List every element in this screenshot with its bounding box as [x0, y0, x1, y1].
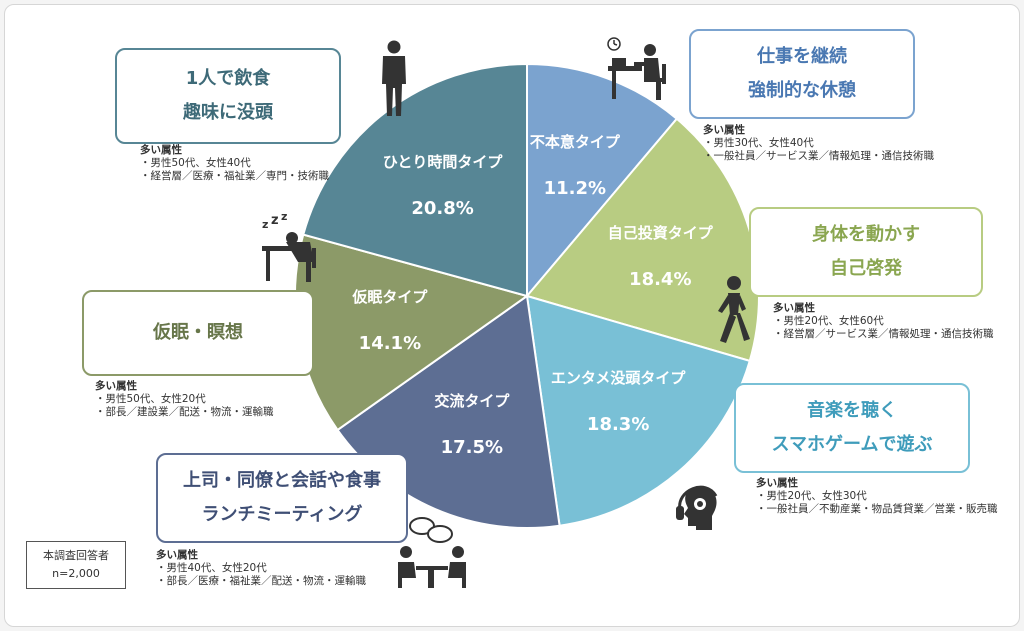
pie-slice — [302, 62, 528, 298]
callout-suimin: 仮眠・瞑想 — [82, 290, 314, 376]
slice-percent: 14.1% — [358, 333, 422, 355]
slice-percent: 20.8% — [411, 198, 474, 220]
attr-entame: 多い属性 ・男性20代、女性30代 ・一般社員／不動産業・物品賃貸業／営業・販売… — [756, 477, 998, 516]
respondent-label: 本調査回答者 — [43, 549, 109, 562]
slice-name: 自己投資タイプ — [607, 223, 713, 242]
sleeping-at-desk-icon: z z z — [262, 212, 316, 282]
attr-line2: ・経営層／医療・福祉業／専門・技術職 — [140, 170, 329, 182]
attr-line2: ・経営層／サービス業／情報処理・通信技術職 — [773, 328, 994, 340]
slice-name: エンタメ没頭タイプ — [550, 369, 686, 388]
attr-line2: ・一般社員／サービス業／情報処理・通信技術職 — [703, 150, 934, 162]
attr-futyui: 多い属性 ・男性30代、女性40代 ・一般社員／サービス業／情報処理・通信技術職 — [703, 124, 934, 163]
callout-line1: 1人で飲食 — [185, 68, 271, 89]
callout-jiko: 身体を動かす 自己啓発 — [749, 207, 983, 297]
attr-title: 多い属性 — [703, 124, 745, 136]
callout-line2: 強制的な休憩 — [748, 80, 856, 101]
callout-line1: 上司・同僚と会話や食事 — [183, 470, 381, 491]
attr-line1: ・男性20代、女性30代 — [756, 490, 867, 502]
attr-jiko: 多い属性 ・男性20代、女性60代 ・経営層／サービス業／情報処理・通信技術職 — [773, 302, 994, 341]
attr-line1: ・男性20代、女性60代 — [773, 315, 884, 327]
slice-label: ひとり時間タイプ 20.8% — [383, 151, 503, 219]
pie-slice — [526, 62, 679, 299]
callout-futyui: 仕事を継続 強制的な休憩 — [689, 29, 915, 119]
respondent-count: n=2,000 — [52, 567, 100, 580]
attr-title: 多い属性 — [95, 380, 137, 392]
callout-line2: スマホゲームで遊ぶ — [771, 434, 933, 455]
attr-line1: ・男性50代、女性40代 — [140, 157, 251, 169]
slice-name: 不本意タイプ — [529, 133, 620, 152]
attr-suimin: 多い属性 ・男性50代、女性20代 ・部長／建設業／配送・物流・運輸職 — [95, 380, 274, 419]
slice-name: 仮眠タイプ — [352, 288, 428, 307]
respondent-box: 本調査回答者 n=2,000 — [26, 541, 126, 589]
slice-name: 交流タイプ — [434, 391, 510, 410]
standing-person-icon — [382, 40, 406, 116]
attr-hitori: 多い属性 ・男性50代、女性40代 ・経営層／医療・福祉業／専門・技術職 — [140, 144, 329, 183]
desk-worker-clock-icon — [607, 37, 666, 100]
slice-name: ひとり時間タイプ — [382, 153, 503, 172]
callout-koryu: 上司・同僚と会話や食事 ランチミーティング — [156, 453, 408, 543]
meeting-people-icon — [398, 517, 466, 588]
attr-line2: ・部長／建設業／配送・物流・運輸職 — [95, 406, 274, 418]
attr-title: 多い属性 — [140, 144, 182, 156]
attr-line1: ・男性40代、女性20代 — [156, 562, 267, 574]
callout-line1: 音楽を聴く — [807, 400, 897, 421]
attr-title: 多い属性 — [156, 549, 198, 561]
attr-koryu: 多い属性 ・男性40代、女性20代 ・部長／医療・福祉業／配送・物流・運輸職 — [156, 549, 366, 588]
slice-label: 交流タイプ 17.5% — [434, 390, 509, 458]
slice-percent: 17.5% — [440, 436, 504, 458]
attr-line2: ・部長／医療・福祉業／配送・物流・運輸職 — [156, 575, 366, 587]
slice-label: 自己投資タイプ 18.4% — [608, 222, 713, 290]
callout-line2: 自己啓発 — [830, 258, 902, 279]
slice-label: 不本意タイプ 11.2% — [530, 131, 620, 199]
slice-label: エンタメ没頭タイプ 18.3% — [551, 367, 686, 435]
slice-percent: 11.2% — [543, 178, 607, 200]
attr-line2: ・一般社員／不動産業・物品賃貸業／営業・販売職 — [756, 503, 998, 515]
attr-line1: ・男性50代、女性20代 — [95, 393, 206, 405]
slice-label: 仮眠タイプ 14.1% — [352, 286, 427, 354]
callout-line1: 身体を動かす — [812, 224, 920, 245]
attr-line1: ・男性30代、女性40代 — [703, 137, 814, 149]
callout-line2: 趣味に没頭 — [183, 102, 273, 123]
slice-percent: 18.4% — [629, 268, 692, 290]
headphones-head-icon — [676, 485, 718, 530]
attr-title: 多い属性 — [773, 302, 815, 314]
walking-person-icon — [718, 276, 750, 343]
callout-line2: ランチミーティング — [201, 504, 363, 525]
svg-text:z: z — [271, 213, 279, 228]
callout-entame: 音楽を聴く スマホゲームで遊ぶ — [734, 383, 970, 473]
svg-text:z: z — [281, 212, 287, 223]
callout-hitori: 1人で飲食 趣味に没頭 — [115, 48, 341, 144]
callout-line1: 仮眠・瞑想 — [153, 322, 243, 343]
svg-text:z: z — [262, 218, 268, 231]
callout-line1: 仕事を継続 — [757, 46, 847, 67]
attr-title: 多い属性 — [756, 477, 798, 489]
slice-percent: 18.3% — [586, 414, 650, 436]
